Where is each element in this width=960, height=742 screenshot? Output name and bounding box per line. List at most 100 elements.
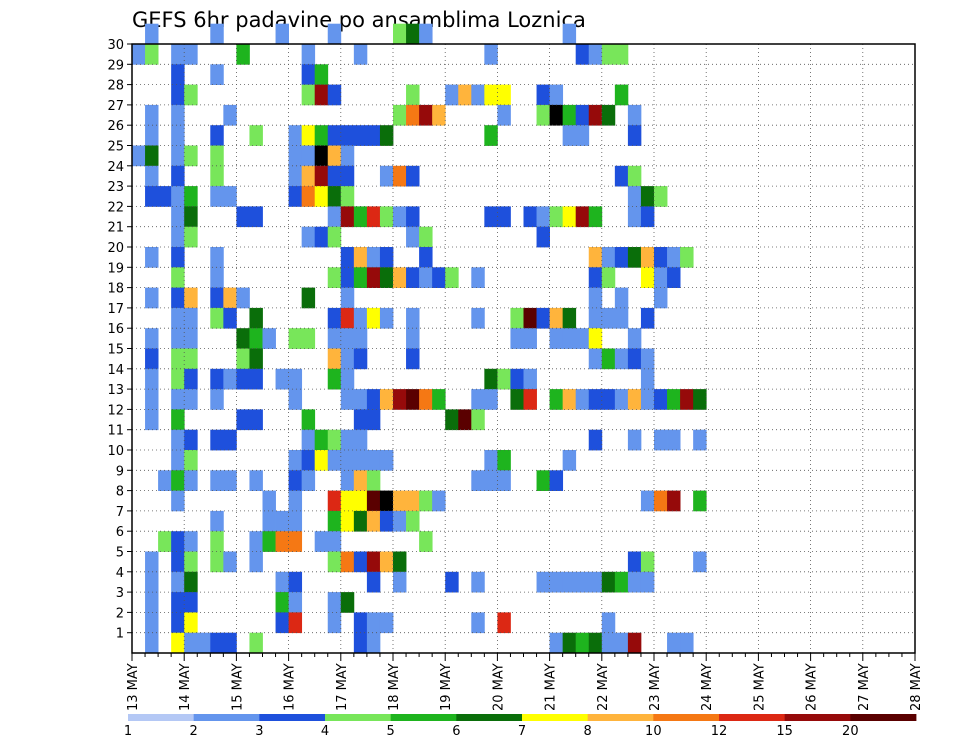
heatmap-cell [301,328,316,349]
heatmap-cell [419,389,433,410]
heatmap-cell [484,206,498,228]
heatmap-cell [575,389,590,410]
heatmap-cell [236,328,250,349]
heatmap-cell [654,186,668,207]
heatmap-cell [366,551,381,573]
heatmap-cell [406,348,420,370]
heatmap-cell [145,328,159,349]
heatmap-cell [340,165,355,187]
heatmap-cell [353,409,368,431]
y-tick-label: 8 [116,485,124,500]
heatmap-cell [680,389,694,410]
y-tick-label: 17 [107,302,124,317]
colorbar-swatch [128,714,195,721]
heatmap-cell [379,510,394,532]
heatmap-cell [497,450,511,471]
y-tick-label: 1 [116,627,124,642]
x-tick-label: 14 MAY [178,663,193,711]
heatmap-cell [627,328,642,349]
heatmap-cell [614,44,629,65]
heatmap-cell [171,145,185,167]
heatmap-cell [171,348,185,370]
heatmap-cell [601,267,616,288]
heatmap-cell [249,632,263,654]
x-tick-label: 26 MAY [805,663,820,711]
heatmap-cell [236,206,250,228]
heatmap-cell [406,23,420,45]
heatmap-cell [667,632,681,654]
heatmap-cell [340,328,355,349]
heatmap-cell [314,531,329,552]
heatmap-cell [353,247,368,268]
heatmap-cell [184,206,198,228]
heatmap-cell [627,348,642,370]
heatmap-cell [275,23,289,45]
heatmap-cell [627,429,642,451]
heatmap-cell [340,307,355,329]
heatmap-cell [353,612,368,634]
heatmap-cell [223,429,237,451]
heatmap-cell [406,490,420,512]
colorbar-swatch [653,714,720,721]
heatmap-cell [588,267,603,288]
heatmap-cell [171,328,185,349]
heatmap-cell [236,348,250,370]
heatmap-cell [210,551,224,573]
heatmap-cell [184,551,198,573]
heatmap-cell [654,247,668,268]
heatmap-cell [171,571,185,593]
heatmap-cell [210,510,224,532]
heatmap-cell [353,429,368,451]
heatmap-cell [145,409,159,431]
heatmap-cell [158,531,172,552]
heatmap-cell [327,612,342,634]
x-tick-label: 15 MAY [230,663,245,711]
heatmap-cell [627,165,642,187]
heatmap-cell [484,389,498,410]
heatmap-cell [366,510,381,532]
heatmap-cell [288,450,303,471]
heatmap-cell [640,267,655,288]
heatmap-cell [497,84,511,106]
heatmap-cell [223,470,237,491]
heatmap-cell [288,165,303,187]
heatmap-cell [262,510,276,532]
heatmap-cell [327,368,342,390]
heatmap-cell [184,450,198,471]
heatmap-cell [471,470,485,491]
heatmap-cell [406,510,420,532]
heatmap-cell [497,612,511,634]
x-tick-label: 21 MAY [544,663,559,711]
heatmap-cell [640,490,655,512]
heatmap-cell [575,632,590,654]
heatmap-cell [327,23,342,45]
heatmap-cell [353,470,368,491]
heatmap-cell [667,490,681,512]
colorbar-swatch [390,714,457,721]
heatmap-cell [588,389,603,410]
heatmap-cell [379,247,394,268]
heatmap-cell [145,368,159,390]
heatmap-cell [301,226,316,248]
heatmap-cell [340,247,355,268]
heatmap-cell [171,409,185,431]
heatmap-cell [288,592,303,613]
heatmap-cell [301,186,316,207]
heatmap-cell [353,551,368,573]
chart-title: GEFS 6hr padavine po ansamblima Loznica [132,8,586,32]
heatmap-cell [406,267,420,288]
heatmap-cell [406,226,420,248]
heatmap-cell [197,632,211,654]
heatmap-cell [288,490,303,512]
y-tick-label: 11 [107,424,124,439]
heatmap-cell [614,287,629,309]
heatmap-cell [327,592,342,613]
colorbar-swatch [259,714,326,721]
heatmap-cell [379,267,394,288]
heatmap-cell [510,328,524,349]
heatmap-cell [184,531,198,552]
heatmap-cell [340,429,355,451]
heatmap-cell [471,84,485,106]
heatmap-cell [223,186,237,207]
heatmap-cell [171,531,185,552]
